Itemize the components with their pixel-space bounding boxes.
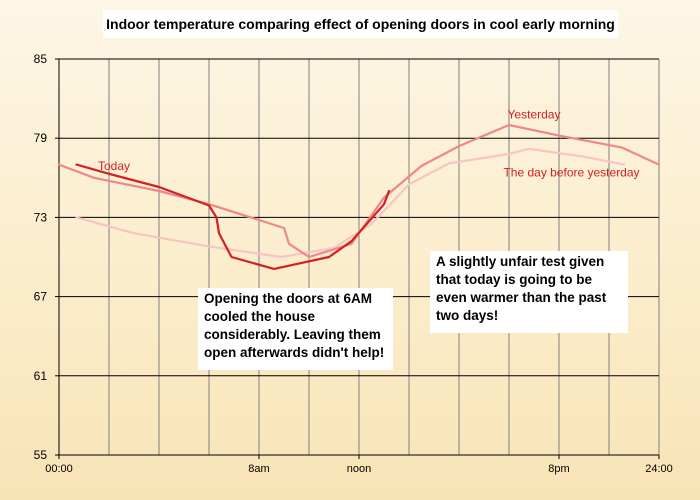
x-tick-label-4: 24:00 bbox=[645, 463, 673, 475]
y-tick-label-0: 55 bbox=[34, 448, 48, 462]
y-tick-label-3: 73 bbox=[34, 210, 48, 224]
y-tick-label-4: 79 bbox=[34, 131, 48, 145]
series-line-yesterday bbox=[57, 123, 661, 259]
y-tick-label-5: 85 bbox=[34, 52, 48, 66]
series-labels: Today Yesterday The day before yesterday bbox=[98, 107, 640, 179]
chart-title: Indoor temperature comparing effect of o… bbox=[103, 10, 618, 38]
series-label-the-day-before-yesterday: The day before yesterday bbox=[503, 166, 639, 180]
series-lines bbox=[57, 123, 661, 270]
x-tick-label-2: noon bbox=[347, 463, 371, 475]
y-tick-label-1: 61 bbox=[34, 369, 48, 383]
series-line-today bbox=[75, 163, 391, 270]
series-line-the-day-before-yesterday bbox=[75, 147, 626, 259]
x-tick-label-0: 00:00 bbox=[45, 463, 73, 475]
annotation-doors-opening: Opening the doors at 6AM cooled the hous… bbox=[198, 288, 393, 370]
x-tick-label-1: 8am bbox=[248, 463, 269, 475]
y-tick-label-2: 67 bbox=[34, 290, 48, 304]
series-label-today: Today bbox=[98, 159, 130, 173]
annotation-unfair-test: A slightly unfair test given that today … bbox=[430, 251, 628, 333]
series-label-yesterday: Yesterday bbox=[508, 107, 561, 121]
x-tick-label-3: 8pm bbox=[548, 463, 569, 475]
axes: 55 61 67 73 79 85 00:00 8am noon 8pm 24:00 bbox=[34, 52, 673, 475]
